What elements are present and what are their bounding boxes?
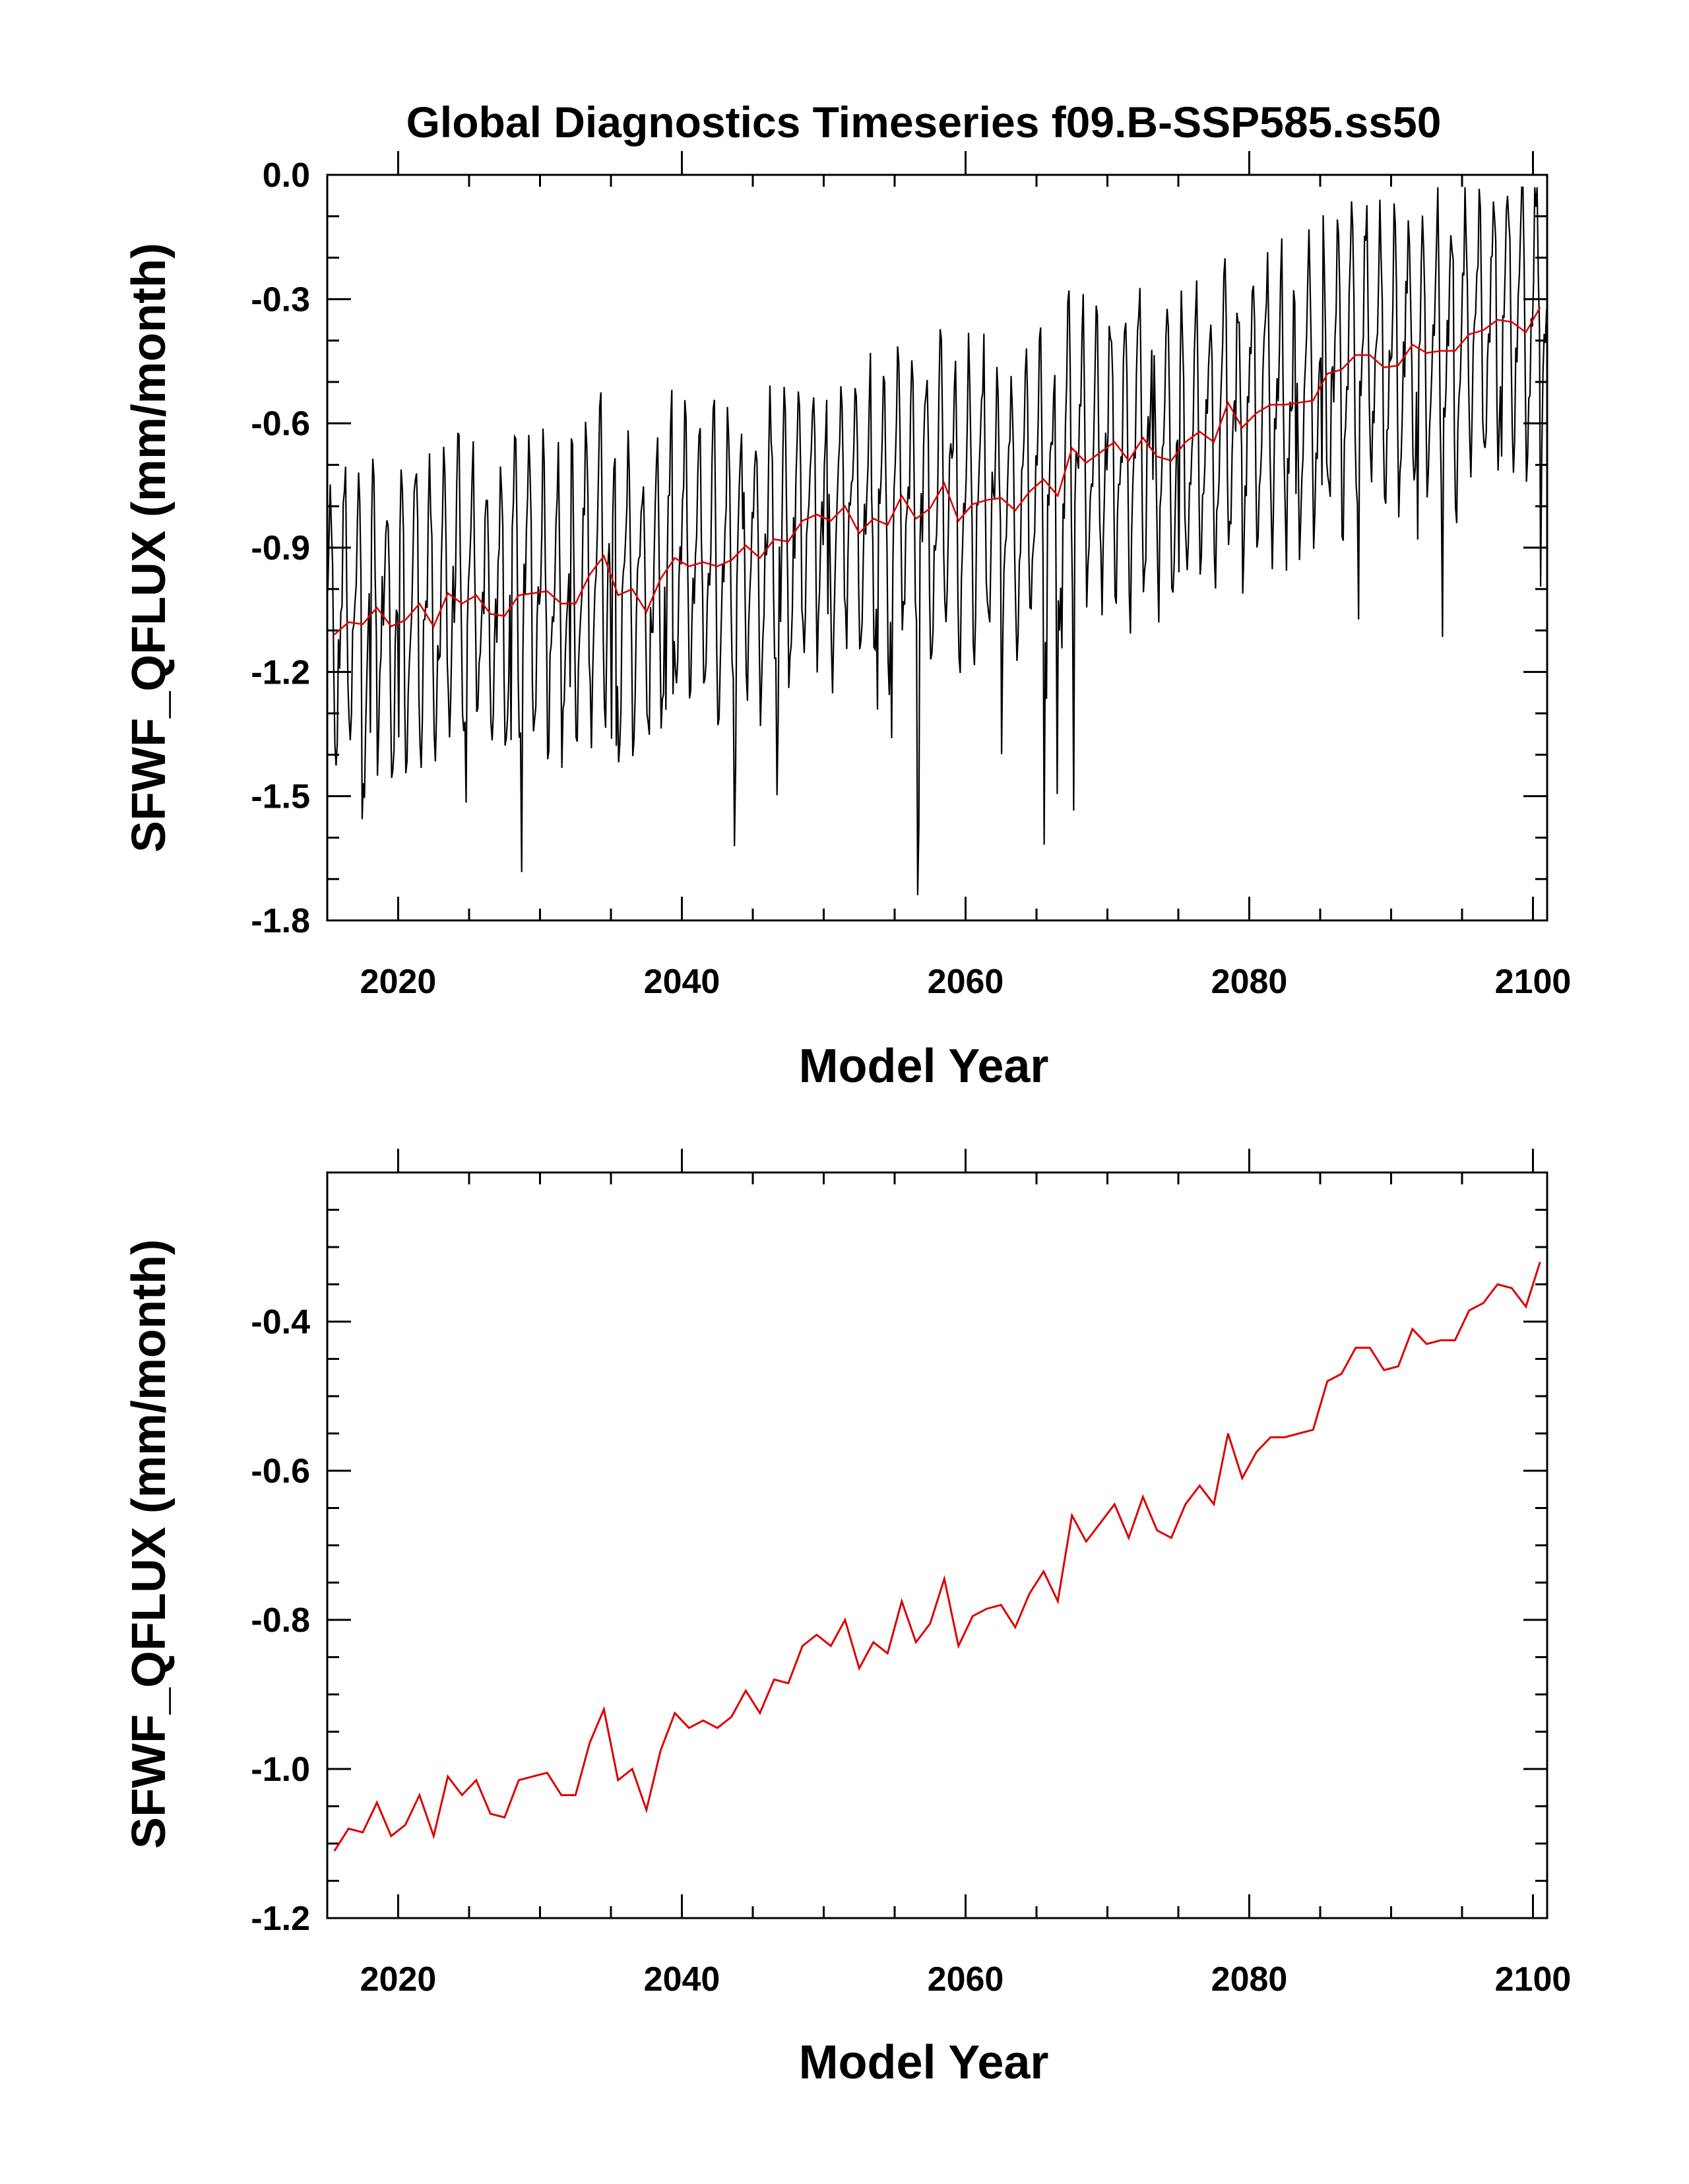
y-tick-label: -0.4 (251, 1303, 310, 1341)
top-panel-tick-labels: 2020 2040 2060 2080 2100 0.0 -0.3 -0.6 -0.9 -1.2 -… (251, 156, 1571, 1001)
y-tick-label: 0.0 (263, 156, 310, 195)
chart-title: Global Diagnostics Timeseries f09.B-SSP5… (406, 98, 1442, 146)
y-tick-label: -1.8 (251, 902, 310, 940)
x-tick-label: 2020 (360, 963, 437, 1001)
x-tick-label: 2020 (360, 1960, 437, 1999)
bottom-panel-frame (326, 1171, 1548, 1919)
y-tick-label: -0.9 (251, 529, 310, 567)
y-tick-label: -1.5 (251, 778, 310, 816)
x-tick-label: 2040 (644, 1960, 720, 1999)
bottom-panel-ticks (326, 1149, 1547, 1919)
monthly-series-line (327, 186, 1548, 895)
bottom-y-axis-title: SFWF_QFLUX (mm/month) (123, 1239, 175, 1849)
top-x-axis-title: Model Year (799, 1040, 1049, 1093)
top-y-axis-title: SFWF_QFLUX (mm/month) (123, 243, 175, 852)
y-tick-label: -0.6 (251, 405, 310, 443)
bottom-panel: 2020 2040 2060 2080 2100 -0.4 -0.6 -0.8 -1.0 -1.2… (123, 1149, 1571, 2089)
annual-mean-line-bottom (333, 1262, 1541, 1852)
bottom-x-axis-title: Model Year (799, 2036, 1049, 2089)
y-tick-label: -1.2 (251, 653, 310, 691)
x-tick-label: 2060 (928, 963, 1004, 1001)
top-panel-frame (326, 174, 1548, 922)
top-panel: Global Diagnostics Timeseries f09.B-SSP5… (123, 98, 1571, 1093)
annual-mean-line-top (333, 307, 1541, 635)
x-tick-label: 2060 (928, 1960, 1004, 1999)
y-tick-label: -1.2 (251, 1900, 310, 1938)
y-tick-label: -0.6 (251, 1452, 310, 1491)
y-tick-label: -0.8 (251, 1601, 310, 1640)
x-tick-label: 2080 (1211, 1960, 1288, 1999)
x-tick-label: 2040 (644, 963, 720, 1001)
top-panel-series (327, 186, 1548, 895)
x-tick-label: 2100 (1495, 963, 1572, 1001)
bottom-panel-series (333, 1262, 1541, 1852)
x-tick-label: 2080 (1211, 963, 1288, 1001)
y-tick-label: -0.3 (251, 280, 310, 319)
x-tick-label: 2100 (1495, 1960, 1572, 1999)
bottom-panel-tick-labels: 2020 2040 2060 2080 2100 -0.4 -0.6 -0.8 -1.0 -1.2 (251, 1303, 1571, 1999)
y-tick-label: -1.0 (251, 1750, 310, 1789)
